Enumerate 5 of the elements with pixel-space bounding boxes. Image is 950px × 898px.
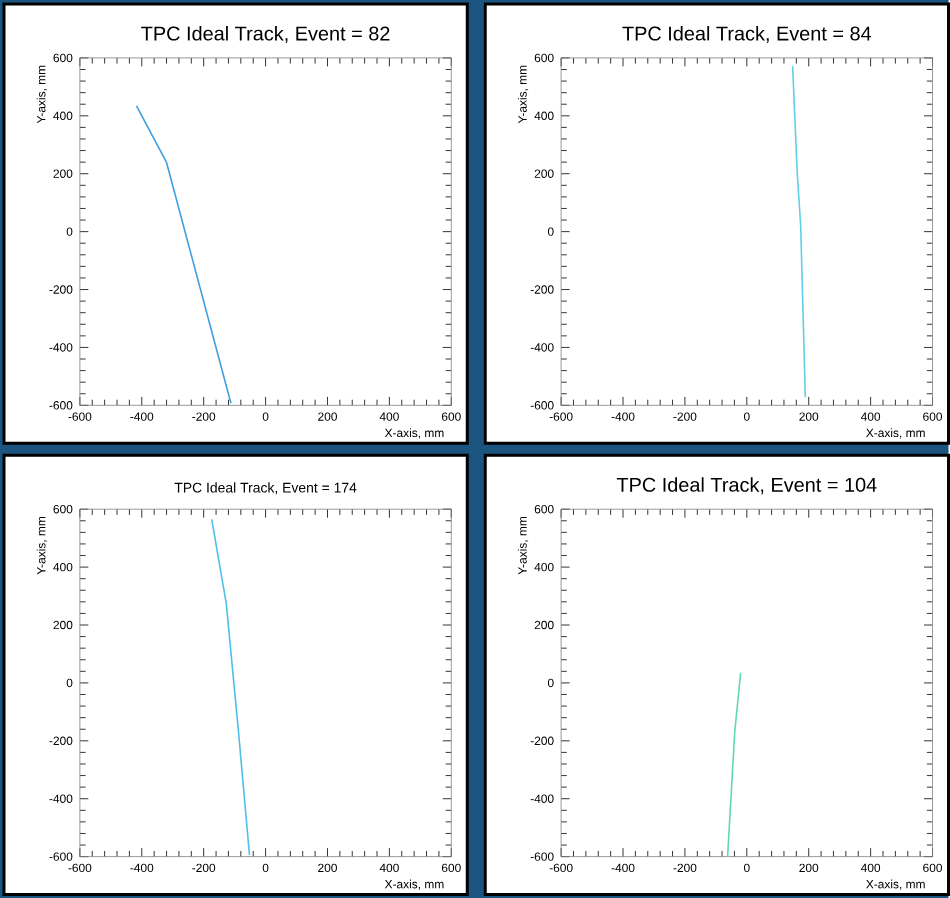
line-series: [791, 64, 807, 398]
chart-title: TPC Ideal Track, Event = 82: [141, 25, 390, 43]
line-series: [210, 518, 251, 856]
chart-title: TPC Ideal Track, Event = 104: [616, 476, 877, 494]
chart-title: TPC Ideal Track, Event = 84: [622, 25, 872, 43]
